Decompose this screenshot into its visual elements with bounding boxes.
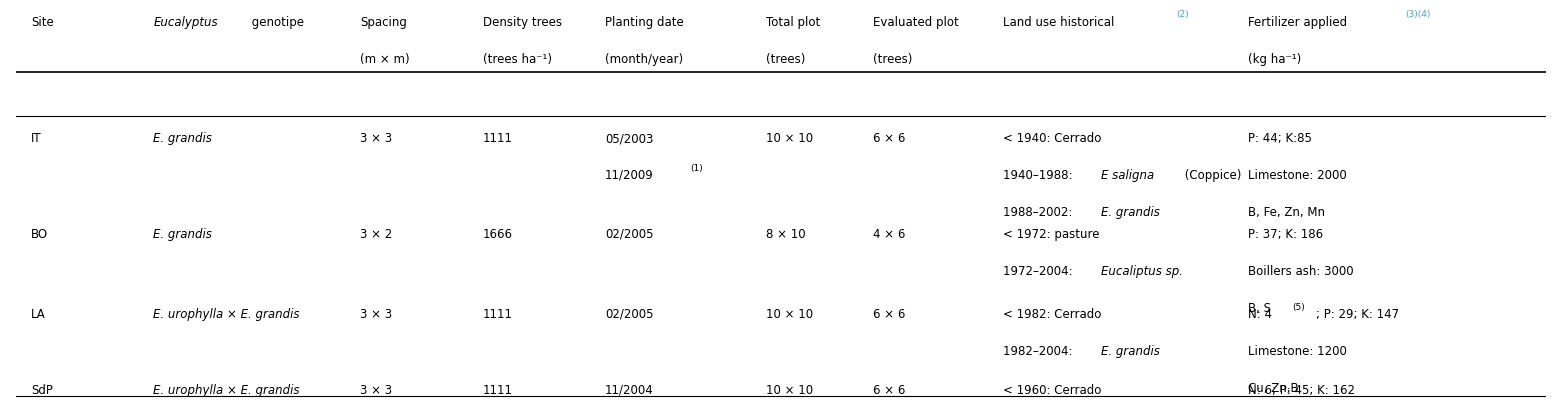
Text: N: 4: N: 4	[1248, 308, 1276, 321]
Text: 3 × 2: 3 × 2	[359, 228, 392, 241]
Text: (m × m): (m × m)	[359, 53, 409, 66]
Text: 3 × 3: 3 × 3	[359, 384, 392, 397]
Text: (1): (1)	[690, 164, 703, 173]
Text: Boillers ash: 3000: Boillers ash: 3000	[1248, 265, 1354, 278]
Text: Land use historical: Land use historical	[1003, 16, 1114, 29]
Text: (2): (2)	[1176, 10, 1189, 19]
Text: N: 6; P: 45; K: 162: N: 6; P: 45; K: 162	[1248, 384, 1354, 397]
Text: IT: IT	[31, 132, 42, 145]
Text: E. urophylla × E. grandis: E. urophylla × E. grandis	[153, 308, 300, 321]
Text: Site: Site	[31, 16, 53, 29]
Text: 10 × 10: 10 × 10	[765, 132, 812, 145]
Text: Limestone: 1200: Limestone: 1200	[1248, 345, 1346, 358]
Text: Evaluated plot: Evaluated plot	[873, 16, 959, 29]
Text: (5): (5)	[1292, 303, 1304, 312]
Text: 6 × 6: 6 × 6	[873, 308, 906, 321]
Text: 11/2004: 11/2004	[604, 384, 654, 397]
Text: Eucalyptus: Eucalyptus	[153, 16, 219, 29]
Text: 1111: 1111	[483, 132, 512, 145]
Text: Total plot: Total plot	[765, 16, 820, 29]
Text: 1111: 1111	[483, 308, 512, 321]
Text: Planting date: Planting date	[604, 16, 684, 29]
Text: 1666: 1666	[483, 228, 512, 241]
Text: E. urophylla × E. grandis: E. urophylla × E. grandis	[153, 384, 300, 397]
Text: < 1960: Cerrado: < 1960: Cerrado	[1003, 384, 1101, 397]
Text: (month/year): (month/year)	[604, 53, 683, 66]
Text: 1982–2004:: 1982–2004:	[1003, 345, 1076, 358]
Text: (trees): (trees)	[765, 53, 804, 66]
Text: Density trees: Density trees	[483, 16, 561, 29]
Text: Fertilizer applied: Fertilizer applied	[1248, 16, 1346, 29]
Text: (3)(4): (3)(4)	[1406, 10, 1431, 19]
Text: Spacing: Spacing	[359, 16, 408, 29]
Text: 1111: 1111	[483, 384, 512, 397]
Text: < 1940: Cerrado: < 1940: Cerrado	[1003, 132, 1101, 145]
Text: 6 × 6: 6 × 6	[873, 132, 906, 145]
Text: (Coppice): (Coppice)	[1181, 169, 1240, 182]
Text: (kg ha⁻¹): (kg ha⁻¹)	[1248, 53, 1301, 66]
Text: < 1972: pasture: < 1972: pasture	[1003, 228, 1100, 241]
Text: 8 × 10: 8 × 10	[765, 228, 806, 241]
Text: E. grandis: E. grandis	[153, 228, 212, 241]
Text: 1988–2002:: 1988–2002:	[1003, 206, 1076, 219]
Text: genotipe: genotipe	[248, 16, 305, 29]
Text: 6 × 6: 6 × 6	[873, 384, 906, 397]
Text: 05/2003: 05/2003	[604, 132, 653, 145]
Text: 02/2005: 02/2005	[604, 228, 653, 241]
Text: 11/2009: 11/2009	[604, 169, 654, 182]
Text: E. grandis: E. grandis	[1101, 345, 1159, 358]
Text: E. grandis: E. grandis	[1101, 206, 1159, 219]
Text: Cu, Zn,B: Cu, Zn,B	[1248, 381, 1298, 395]
Text: SdP: SdP	[31, 384, 53, 397]
Text: 3 × 3: 3 × 3	[359, 132, 392, 145]
Text: E. grandis: E. grandis	[153, 132, 212, 145]
Text: B, Fe, Zn, Mn: B, Fe, Zn, Mn	[1248, 206, 1325, 219]
Text: BO: BO	[31, 228, 48, 241]
Text: E saligna: E saligna	[1101, 169, 1154, 182]
Text: P: 44; K:85: P: 44; K:85	[1248, 132, 1312, 145]
Text: (trees ha⁻¹): (trees ha⁻¹)	[483, 53, 551, 66]
Text: 4 × 6: 4 × 6	[873, 228, 906, 241]
Text: LA: LA	[31, 308, 45, 321]
Text: 10 × 10: 10 × 10	[765, 308, 812, 321]
Text: < 1982: Cerrado: < 1982: Cerrado	[1003, 308, 1101, 321]
Text: ; P: 29; K: 147: ; P: 29; K: 147	[1317, 308, 1400, 321]
Text: Eucaliptus sp.: Eucaliptus sp.	[1101, 265, 1182, 278]
Text: 3 × 3: 3 × 3	[359, 308, 392, 321]
Text: Limestone: 2000: Limestone: 2000	[1248, 169, 1346, 182]
Text: 1940–1988:: 1940–1988:	[1003, 169, 1076, 182]
Text: 02/2005: 02/2005	[604, 308, 653, 321]
Text: 1972–2004:: 1972–2004:	[1003, 265, 1076, 278]
Text: 10 × 10: 10 × 10	[765, 384, 812, 397]
Text: B, S: B, S	[1248, 302, 1271, 315]
Text: (trees): (trees)	[873, 53, 912, 66]
Text: P: 37; K: 186: P: 37; K: 186	[1248, 228, 1323, 241]
